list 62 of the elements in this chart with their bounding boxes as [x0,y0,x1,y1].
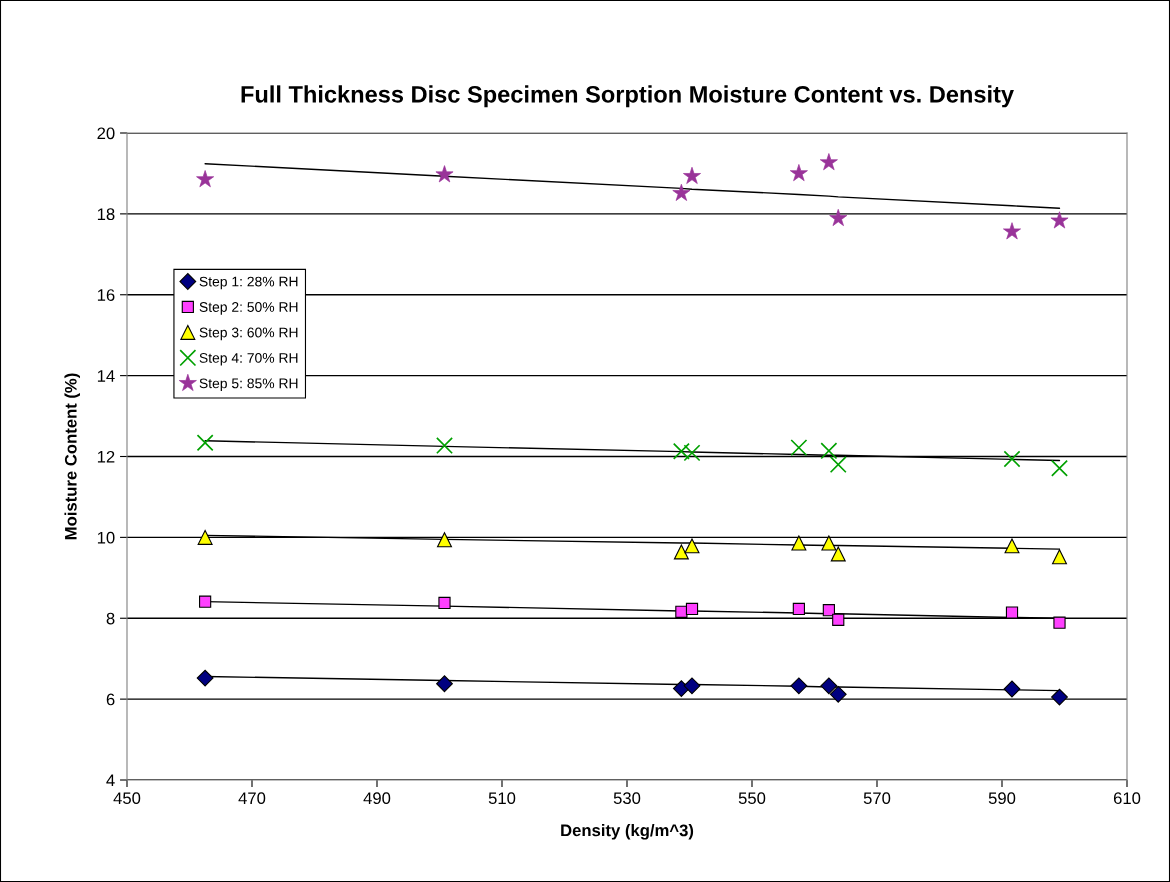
x-tick-label: 490 [363,792,391,805]
x-tick-label: 570 [863,792,891,805]
y-tick-label: 20 [97,127,115,140]
x-tick-label: 470 [238,792,266,805]
point [672,442,690,460]
point [1004,538,1020,554]
point [1051,459,1068,477]
point [832,613,845,626]
legend-label: Step 5: 85% RH [199,378,298,392]
legend-label: Step 4: 70% RH [199,353,298,366]
point [436,675,453,693]
y-tick-label: 6 [106,693,115,706]
point [1051,688,1068,706]
legend-label: Step 1: 28% RH [199,276,298,290]
chart-title: Full Thickness Disc Specimen Sorption Moisture Content vs. Density [241,85,1014,108]
y-tick-label: 10 [97,531,115,544]
point [684,538,700,554]
point [199,595,212,608]
point [790,677,808,695]
y-tick-label: 4 [106,774,115,787]
point [820,442,838,460]
point [675,605,688,618]
point [437,532,452,548]
x-tick-label: 550 [738,792,766,805]
point [683,444,701,462]
point [197,529,213,545]
x-tick-label: 450 [113,792,141,805]
point [830,546,846,562]
point [1003,450,1021,468]
point [790,439,808,457]
point [829,456,847,474]
x-tick-label: 610 [1113,792,1141,805]
legend-label: Step 3: 60% RH [199,327,298,341]
point [1003,680,1021,698]
point [1005,606,1019,619]
point [822,604,835,617]
point [791,535,807,551]
legend-label: Step 2: 50% RH [199,302,298,315]
y-axis-title: Moisture Content (%) [64,373,80,540]
y-tick-label: 18 [97,208,115,221]
point [673,544,689,560]
point [829,685,847,703]
y-tick-label: 14 [97,370,115,382]
point [438,596,451,609]
x-tick-label: 530 [613,792,641,805]
point [1053,616,1066,629]
y-tick-label: 12 [97,450,115,463]
point [820,677,838,695]
point [792,602,805,616]
point [196,669,214,687]
y-tick-label: 16 [97,289,115,301]
point [196,434,214,452]
x-tick-label: 590 [988,792,1016,805]
x-axis-title: Density (kg/m^3) [561,824,694,840]
line-series [204,163,1061,209]
x-tick-label: 510 [488,792,516,805]
point [436,437,453,455]
point [683,677,701,695]
point [821,535,837,551]
point [1052,549,1067,565]
point [685,602,699,616]
y-tick-label: 8 [106,612,115,625]
